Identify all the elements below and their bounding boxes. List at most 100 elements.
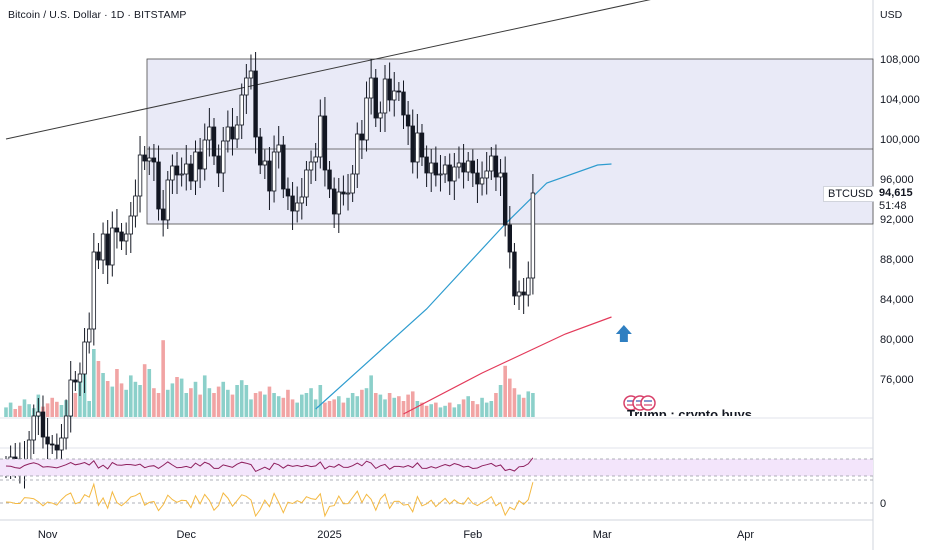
candle-body <box>68 379 73 417</box>
candle-body <box>465 160 471 173</box>
candle-body <box>318 115 323 158</box>
price-tick-label: 104,000 <box>880 94 920 106</box>
volume-bar <box>202 375 207 417</box>
volume-bar <box>295 402 299 417</box>
volume-bar <box>8 402 13 417</box>
candle-body <box>216 155 221 174</box>
volume-bar <box>207 388 212 417</box>
volume-bar <box>249 399 253 417</box>
volume-bar <box>78 378 82 417</box>
time-tick-label: Apr <box>737 529 754 541</box>
volume-bar <box>175 377 179 417</box>
candle-body <box>373 77 378 119</box>
time-tick-label: Feb <box>463 529 482 541</box>
volume-bar <box>318 385 323 417</box>
candle-body <box>258 136 263 166</box>
volume-bar <box>517 394 521 417</box>
volume-bar <box>512 388 517 417</box>
candle-body <box>341 191 346 195</box>
candle-body <box>433 162 439 176</box>
volume-bar <box>378 394 383 417</box>
candle-body <box>119 231 124 242</box>
volume-bar <box>401 401 406 417</box>
time-tick-label: Nov <box>38 529 58 541</box>
volume-bar <box>420 402 424 417</box>
volume-bar <box>332 399 336 417</box>
candle-body <box>410 125 415 163</box>
candle-body <box>248 70 254 79</box>
candle-body <box>429 162 434 174</box>
candle-body <box>207 126 212 141</box>
candle-body <box>45 436 50 445</box>
volume-bar <box>309 388 313 417</box>
candle-body <box>267 160 272 192</box>
volume-bar <box>286 389 290 417</box>
candle-body <box>73 379 78 383</box>
volume-bar <box>239 380 244 417</box>
candle-body <box>50 443 55 446</box>
ma-red-line <box>403 316 612 415</box>
volume-bar <box>263 394 267 417</box>
chart-title: Bitcoin / U.S. Dollar · 1D · BITSTAMP <box>8 9 187 21</box>
candle-body <box>419 132 425 158</box>
price-tick-label: 96,000 <box>880 174 914 186</box>
candle-body <box>197 151 203 170</box>
time-tick-label: Mar <box>593 529 612 541</box>
volume-bar <box>101 373 105 417</box>
candle-body <box>26 439 32 461</box>
candle-body <box>327 169 332 190</box>
candle-body <box>438 173 443 176</box>
candle-body <box>392 90 397 101</box>
price-tick-label: 76,000 <box>880 374 914 386</box>
volume-bar <box>244 385 249 417</box>
candle-body <box>498 172 503 178</box>
candle-body <box>123 233 129 242</box>
candle-body <box>479 177 485 185</box>
candle-body <box>202 139 207 170</box>
oscillator-tick-label: 0 <box>880 498 886 510</box>
candle-body <box>96 251 101 261</box>
volume-bar <box>475 404 480 417</box>
volume-bar <box>503 365 507 417</box>
volume-bar <box>55 401 59 417</box>
candle-body <box>452 166 457 182</box>
time-tick-label: 2025 <box>317 529 341 541</box>
candle-body <box>239 94 244 126</box>
up-arrow-icon <box>615 325 632 342</box>
volume-bar <box>434 402 438 417</box>
candle-body <box>184 163 189 175</box>
candle-body <box>401 91 406 116</box>
volume-bar <box>272 393 276 417</box>
volume-bar <box>424 405 429 417</box>
price-tick-label: 88,000 <box>880 254 914 266</box>
volume-bar <box>480 397 484 417</box>
volume-bar <box>373 393 378 417</box>
volume-bar <box>235 385 239 417</box>
volume-bar <box>521 397 526 417</box>
candle-body <box>447 164 452 182</box>
volume-bar <box>212 393 216 417</box>
volume-bar <box>327 401 332 417</box>
candle-body <box>396 90 402 93</box>
price-tick-label: 92,000 <box>880 214 914 226</box>
candle-body <box>359 133 365 141</box>
candle-body <box>456 162 462 168</box>
candle-body <box>290 195 295 212</box>
bar-countdown: 51:48 <box>879 200 907 212</box>
volume-bar <box>50 397 55 417</box>
candle-body <box>285 188 291 197</box>
currency-label[interactable]: USD <box>880 9 903 21</box>
candle-body <box>230 126 235 140</box>
price-tick-label: 80,000 <box>880 334 914 346</box>
candle-body <box>128 215 133 235</box>
candle-body <box>378 112 383 119</box>
candle-body <box>331 188 337 215</box>
volume-bar <box>350 393 355 417</box>
ma-blue-line <box>315 163 612 410</box>
volume-bar <box>115 369 119 417</box>
last-price-value: 94,615 <box>879 187 913 199</box>
volume-bar <box>346 397 350 417</box>
trendline <box>5 0 651 140</box>
volume-bar <box>452 407 457 417</box>
